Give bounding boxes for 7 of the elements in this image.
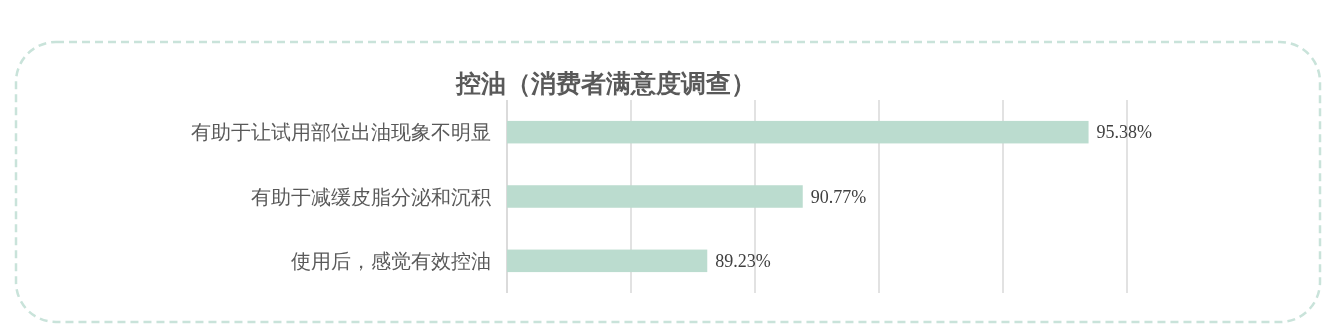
category: 有助于减缓皮脂分泌和沉积 — [251, 184, 491, 209]
category: 有助于让试用部位出油现象不明显 — [191, 120, 491, 145]
data-label: 90.77% — [810, 186, 867, 207]
title: 控油（消费者满意度调查） — [456, 69, 756, 98]
data-label: 89.23% — [715, 250, 771, 271]
category: 使用后，感觉有效控油 — [291, 248, 491, 273]
data-label: 95.38% — [1096, 122, 1153, 143]
